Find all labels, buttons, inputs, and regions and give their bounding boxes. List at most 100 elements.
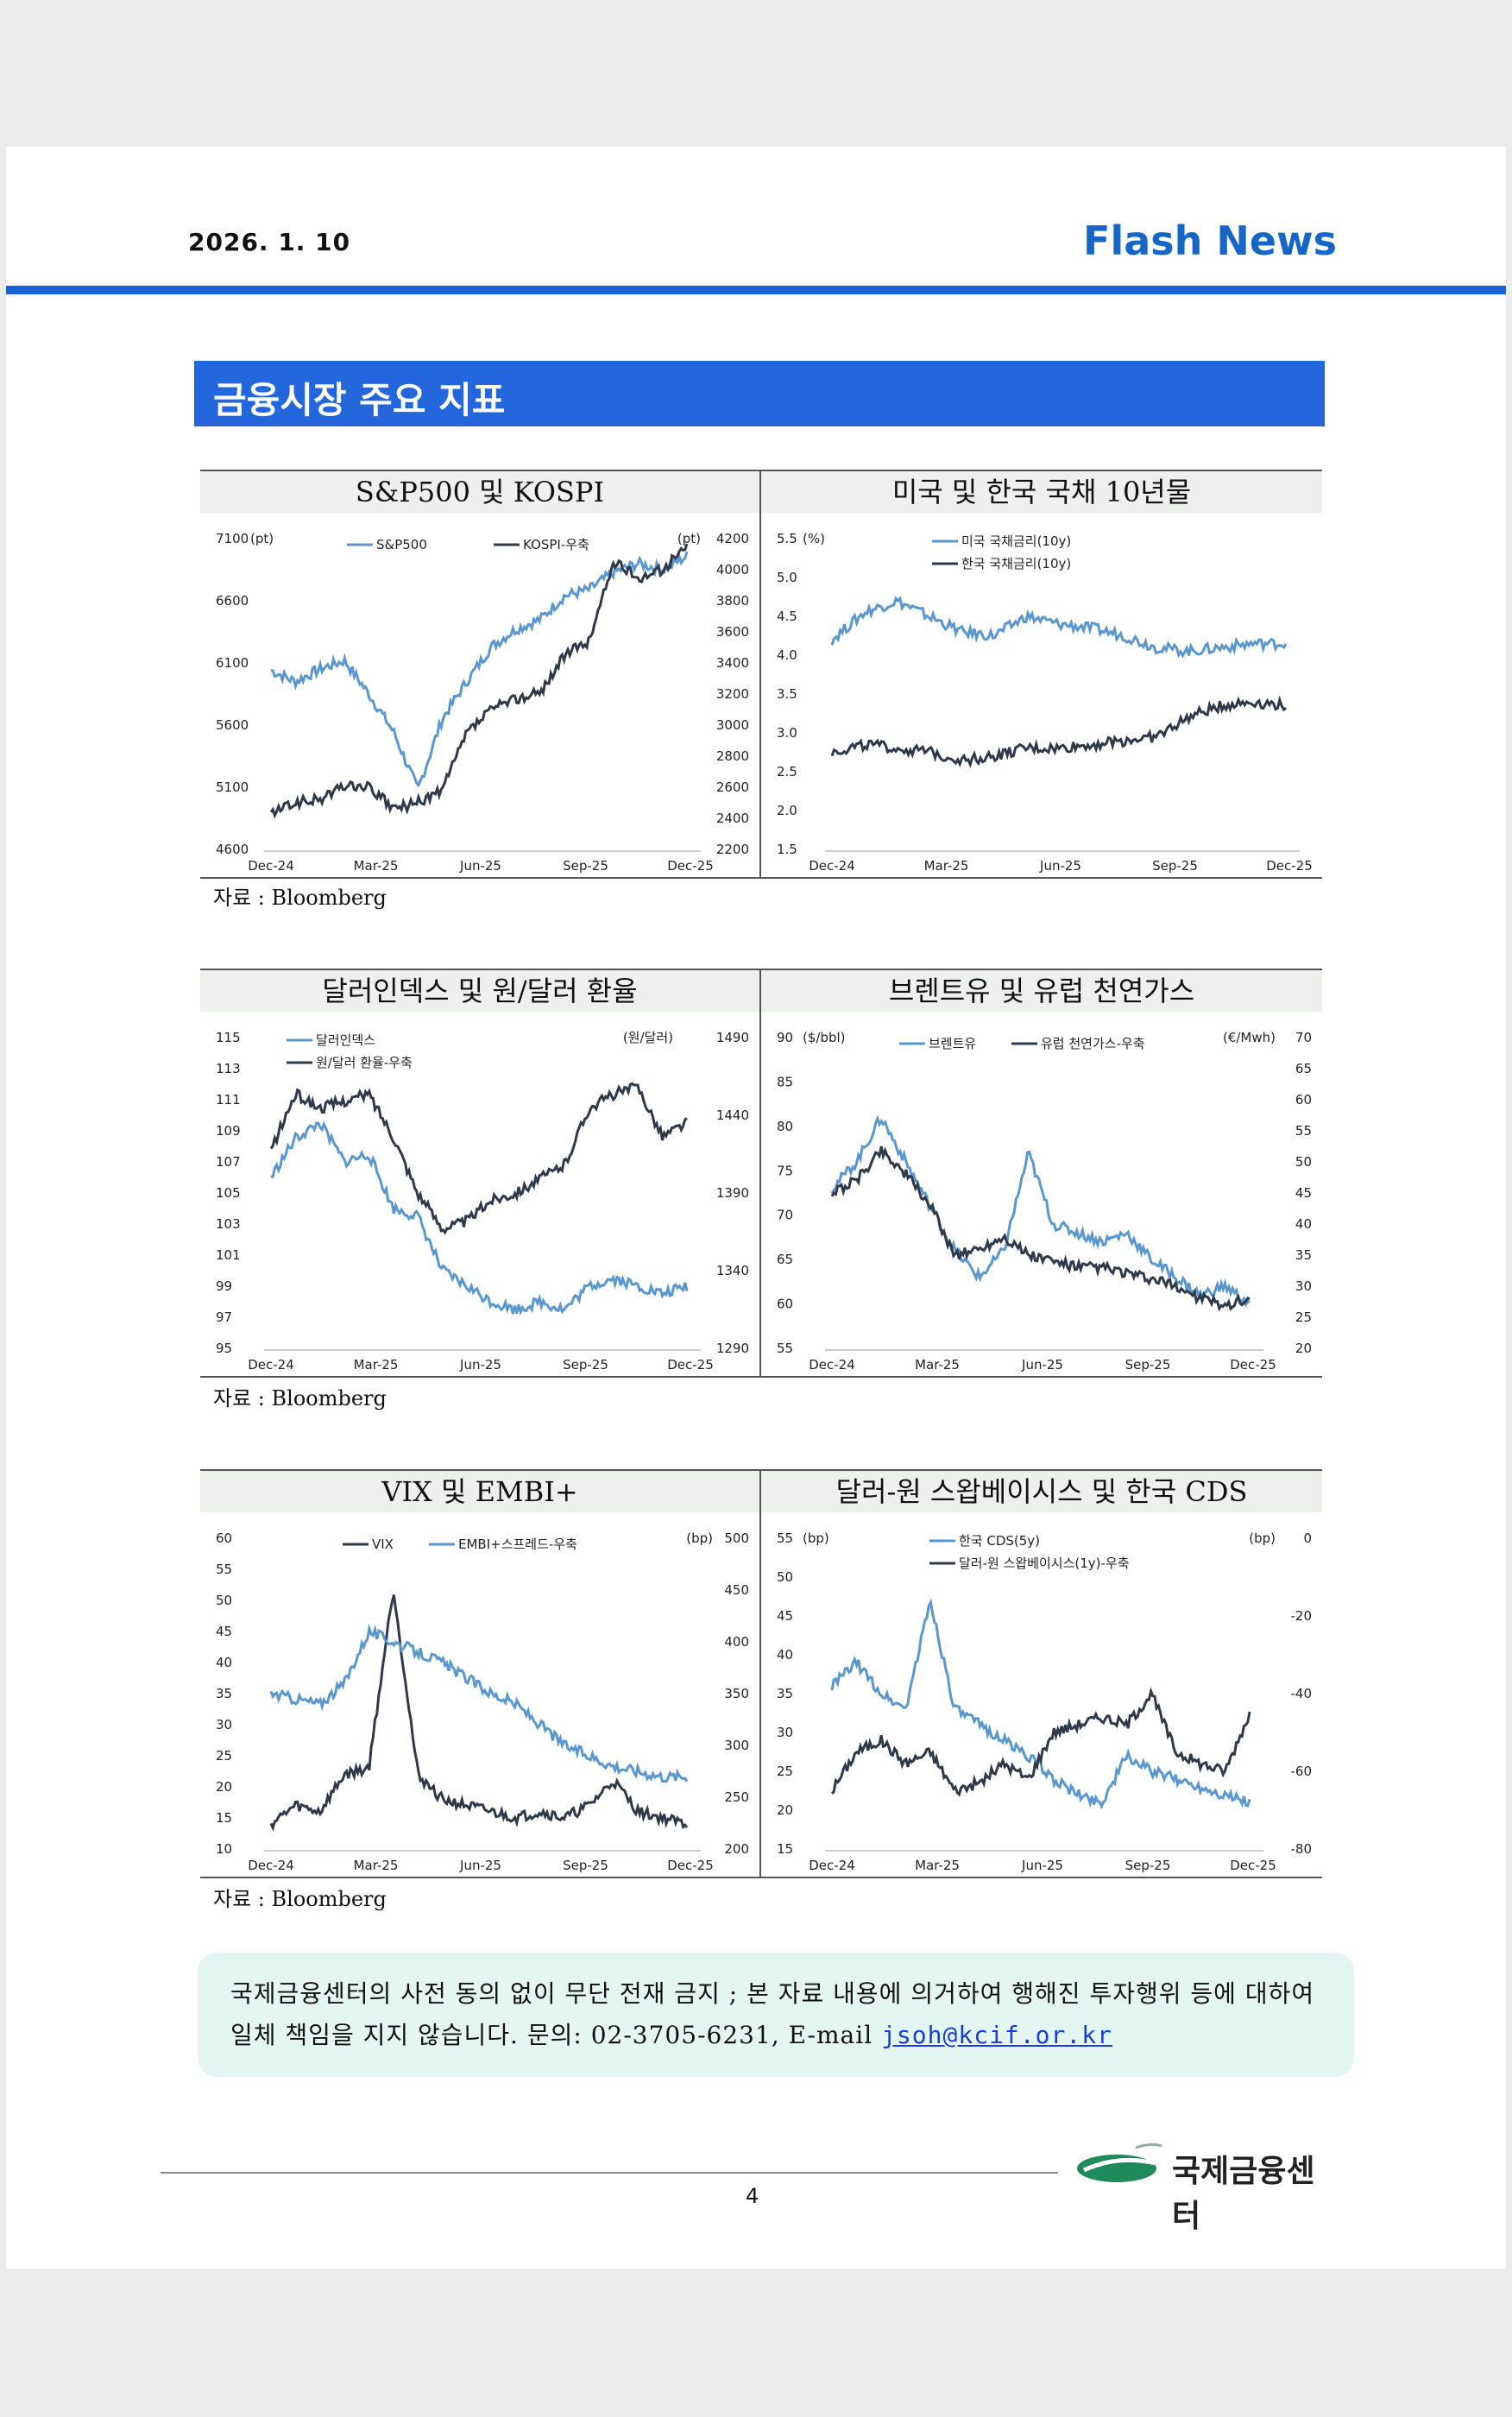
right-axis-unit: (pt) xyxy=(677,531,701,546)
flash-news-title: Flash News xyxy=(1083,218,1337,264)
x-tick-label: Sep-25 xyxy=(563,1357,608,1373)
dxy-krw-chart: 115 113 111 109 107 105 103 101 99 97 95 1490 1440 13… xyxy=(216,1030,749,1373)
footer-rule xyxy=(161,2172,1058,2174)
disclaimer-text: 국제금융센터의 사전 동의 없이 무단 전재 금지 ; 본 자료 내용에 의거하… xyxy=(230,1973,1335,2056)
y-tick-left: 5.0 xyxy=(777,570,797,585)
x-tick-label: Dec-24 xyxy=(248,1858,294,1873)
y-tick-right: 250 xyxy=(724,1789,749,1805)
left-axis-unit: (bp) xyxy=(803,1530,829,1546)
x-tick-label: Dec-25 xyxy=(667,1858,714,1873)
x-tick-label: Dec-25 xyxy=(667,1357,714,1373)
y-tick-right: 2800 xyxy=(716,748,749,764)
y-tick-left: 90 xyxy=(777,1030,793,1045)
x-tick-label: Mar-25 xyxy=(354,1357,399,1373)
disclaimer-box: 국제금융센터의 사전 동의 없이 무단 전재 금지 ; 본 자료 내용에 의거하… xyxy=(198,1953,1354,2077)
x-tick-label: Sep-25 xyxy=(1152,858,1198,874)
x-tick-label: Sep-25 xyxy=(1125,1357,1171,1373)
y-tick-left: 60 xyxy=(216,1530,232,1546)
series-line-0 xyxy=(830,596,1288,659)
y-tick-right: 30 xyxy=(1295,1278,1312,1294)
y-tick-left: 6600 xyxy=(216,593,249,609)
legend-label: 달러-원 스왑베이시스(1y)-우축 xyxy=(959,1556,1130,1571)
y-tick-right: 1340 xyxy=(716,1263,749,1278)
y-tick-right: 3400 xyxy=(716,655,749,671)
y-tick-left: 20 xyxy=(216,1779,232,1795)
legend-label: 원/달러 환율-우축 xyxy=(316,1055,413,1070)
series-line-0 xyxy=(270,551,689,788)
y-tick-left: 4.0 xyxy=(777,647,797,663)
y-tick-right: 0 xyxy=(1303,1530,1312,1546)
left-axis-unit: (pt) xyxy=(250,531,274,546)
y-tick-right: 350 xyxy=(724,1686,749,1701)
x-tick-label: Jun-25 xyxy=(459,858,501,874)
left-axis-unit: ($/bbl) xyxy=(803,1030,846,1045)
x-tick-label: Mar-25 xyxy=(924,858,969,874)
y-tick-left: 10 xyxy=(216,1841,232,1857)
x-tick-label: Sep-25 xyxy=(563,1858,608,1873)
y-tick-right: 200 xyxy=(724,1841,749,1857)
source-note: 자료 : Bloomberg xyxy=(213,1386,387,1410)
legend-label: 달러인덱스 xyxy=(316,1032,375,1048)
x-tick-label: Dec-25 xyxy=(1230,1357,1276,1373)
y-tick-left: 15 xyxy=(216,1810,232,1826)
legend-label: 브렌트유 xyxy=(929,1036,976,1051)
panel-divider xyxy=(759,970,761,1376)
y-tick-left: 70 xyxy=(777,1208,793,1223)
header-rule xyxy=(6,286,1506,294)
y-tick-left: 115 xyxy=(216,1030,241,1045)
y-tick-left: 107 xyxy=(216,1154,241,1170)
series-line-1 xyxy=(269,543,689,819)
chart-title-dxy-krw: 달러인덱스 및 원/달러 환율 xyxy=(200,970,759,1012)
y-tick-right: 2200 xyxy=(716,842,749,857)
contact-email-link[interactable]: jsoh@kcif.or.kr xyxy=(881,2021,1112,2049)
y-tick-left: 99 xyxy=(216,1278,232,1294)
kcif-logo-icon xyxy=(1077,2142,1162,2182)
y-tick-left: 15 xyxy=(777,1841,793,1857)
x-tick-label: Dec-24 xyxy=(809,858,855,874)
section-banner: 금융시장 주요 지표 xyxy=(194,361,1325,426)
series-line-1 xyxy=(269,1623,689,1783)
brent-gas-chart: 90 85 80 75 70 65 60 55 ($/bbl) 70 65 60 55 50 45 40 35 3… xyxy=(777,1030,1312,1373)
y-tick-right: 4200 xyxy=(716,531,749,546)
y-tick-left: 35 xyxy=(777,1686,793,1701)
y-tick-left: 4.5 xyxy=(777,609,797,624)
y-tick-left: 25 xyxy=(777,1764,793,1779)
y-tick-left: 55 xyxy=(777,1530,793,1546)
y-tick-left: 1.5 xyxy=(777,842,797,857)
x-tick-label: Mar-25 xyxy=(915,1858,960,1873)
y-tick-right: 2400 xyxy=(716,811,749,826)
chart-title-bond-yields: 미국 및 한국 국채 10년물 xyxy=(761,471,1322,513)
x-tick-label: Jun-25 xyxy=(1021,1357,1063,1373)
y-tick-right: 60 xyxy=(1295,1092,1312,1108)
y-tick-right: 45 xyxy=(1295,1185,1312,1201)
y-tick-left: 85 xyxy=(777,1074,793,1089)
series-line-1 xyxy=(830,695,1287,768)
legend-label: 유럽 천연가스-우축 xyxy=(1041,1036,1145,1051)
y-tick-right: 3000 xyxy=(716,717,749,733)
chart-row-1: S&P500 및 KOSPI 미국 및 한국 국채 10년물 7100 6600 6… xyxy=(200,470,1322,879)
chart-title-vix-embi: VIX 및 EMBI+ xyxy=(200,1471,759,1512)
y-tick-right: -60 xyxy=(1291,1764,1313,1779)
series-line-1 xyxy=(830,1687,1251,1797)
y-tick-left: 105 xyxy=(216,1185,241,1201)
y-tick-right: 65 xyxy=(1295,1061,1312,1076)
y-tick-right: -20 xyxy=(1291,1608,1313,1624)
y-tick-left: 45 xyxy=(216,1624,232,1639)
vix-embi-chart: 60 55 50 45 40 35 30 25 20 15 10 500 450 400 350 300 250… xyxy=(216,1530,749,1873)
kcif-logo: 국제금융센터 xyxy=(1075,2139,1339,2234)
y-tick-left: 103 xyxy=(216,1216,241,1232)
y-tick-right: 400 xyxy=(724,1634,749,1650)
y-tick-left: 109 xyxy=(216,1123,241,1139)
y-tick-right: 55 xyxy=(1295,1123,1312,1139)
x-tick-label: Dec-25 xyxy=(667,858,714,874)
chart-row-2: 달러인덱스 및 원/달러 환율 브렌트유 및 유럽 천연가스 115 113 111… xyxy=(200,969,1322,1378)
series-line-0 xyxy=(269,1594,689,1832)
y-tick-left: 45 xyxy=(777,1608,793,1624)
y-tick-left: 113 xyxy=(216,1061,241,1076)
y-tick-right: 25 xyxy=(1295,1309,1312,1325)
x-tick-label: Jun-25 xyxy=(459,1357,501,1373)
page-number: 4 xyxy=(746,2184,759,2208)
y-tick-right: -80 xyxy=(1291,1841,1313,1857)
source-note: 자료 : Bloomberg xyxy=(213,1887,387,1911)
y-tick-left: 65 xyxy=(777,1252,793,1267)
